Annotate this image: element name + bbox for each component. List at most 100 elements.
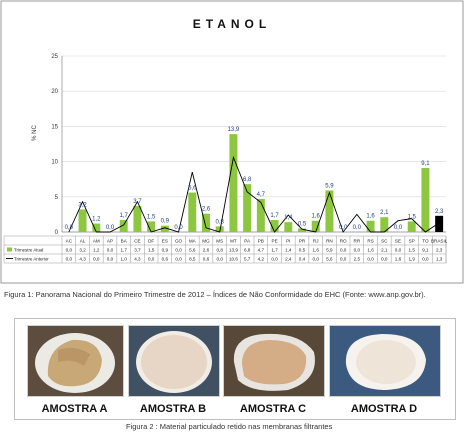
category-label: PI xyxy=(286,239,290,244)
table-cell-previous: 2,4 xyxy=(285,257,292,262)
category-label: MA xyxy=(189,239,197,244)
table-cell-current: 5,6 xyxy=(189,248,196,253)
category-label: PR xyxy=(299,239,306,244)
bar-am xyxy=(92,223,101,232)
category-label: RR xyxy=(354,239,361,244)
data-label: 6,8 xyxy=(243,177,252,183)
table-cell-current: 1,5 xyxy=(409,248,416,253)
category-label: RN xyxy=(326,239,333,244)
y-tick-label: 25 xyxy=(51,54,58,60)
bar-pi xyxy=(284,222,293,232)
data-label: 0,8 xyxy=(216,219,225,225)
category-label: PE xyxy=(272,239,278,244)
table-cell-current: 9,1 xyxy=(422,248,429,253)
y-tick-label: 10 xyxy=(51,160,58,166)
sample-b-photo xyxy=(128,325,220,397)
photo-panel: AMOSTRA A AMOSTRA B AMOSTRA C AMOSTRA D xyxy=(14,318,456,420)
table-cell-previous: 1,6 xyxy=(395,257,402,262)
data-label: 4,7 xyxy=(257,192,266,198)
data-label: 0,9 xyxy=(161,219,170,225)
table-cell-current: 2,6 xyxy=(203,248,210,253)
category-label: BRASIL xyxy=(431,239,448,244)
table-cell-previous: 0,0 xyxy=(175,257,182,262)
bar-pe xyxy=(270,220,279,232)
table-cell-current: 0,0 xyxy=(354,248,361,253)
table-cell-current: 0,0 xyxy=(395,248,402,253)
category-label: BA xyxy=(121,239,128,244)
category-label: MT xyxy=(230,239,237,244)
sample-c-photo xyxy=(223,325,325,397)
category-label: ES xyxy=(162,239,168,244)
table-cell-previous: 0,0 xyxy=(148,257,155,262)
table-cell-current: 2,1 xyxy=(381,248,388,253)
table-cell-previous: 2,5 xyxy=(354,257,361,262)
sample-d-photo xyxy=(329,325,441,397)
figure-2-caption: Figura 2 : Material particulado retido n… xyxy=(126,422,333,431)
table-cell-current: 6,8 xyxy=(244,248,251,253)
data-label: 1,7 xyxy=(270,213,279,219)
table-cell-current: 1,6 xyxy=(367,248,374,253)
bar-rj xyxy=(311,220,320,232)
bar-mg xyxy=(202,213,210,232)
data-label: 0,0 xyxy=(174,225,183,231)
table-cell-current: 0,8 xyxy=(217,248,224,253)
table-cell-previous: 0,0 xyxy=(367,257,374,262)
bar-sc xyxy=(380,217,389,232)
table-cell-current: 1,7 xyxy=(121,248,128,253)
data-label: 3,7 xyxy=(133,199,142,205)
data-label: 5,6 xyxy=(188,186,197,192)
table-cell-current: 1,5 xyxy=(148,248,155,253)
table-cell-previous: 5,7 xyxy=(244,257,251,262)
data-label: 0,5 xyxy=(298,221,307,227)
data-label: 2,6 xyxy=(202,207,211,213)
sample-a-photo xyxy=(27,325,124,397)
bar-pb xyxy=(256,198,265,232)
data-label: 1,4 xyxy=(284,215,293,221)
category-label: AM xyxy=(93,239,100,244)
table-cell-current: 4,7 xyxy=(258,248,265,253)
data-label: 0,0 xyxy=(106,225,115,231)
bar-al xyxy=(78,209,87,232)
sample-a-label: AMOSTRA A xyxy=(41,403,108,415)
category-label: RS xyxy=(367,239,373,244)
table-cell-previous: 0,0 xyxy=(93,257,100,262)
table-cell-current: 1,4 xyxy=(285,248,292,253)
table-cell-previous: 1,9 xyxy=(409,257,416,262)
category-label: PB xyxy=(258,239,264,244)
category-label: SC xyxy=(381,239,388,244)
table-cell-current: 1,7 xyxy=(271,248,278,253)
table-cell-current: 3,7 xyxy=(134,248,141,253)
data-label: 0,0 xyxy=(65,225,74,231)
table-cell-previous: 4,2 xyxy=(258,257,265,262)
legend-label-current: Trimestre Atual xyxy=(14,248,43,253)
table-cell-previous: 8,5 xyxy=(189,257,196,262)
table-cell-current: 13,9 xyxy=(229,248,238,253)
table-cell-previous: 0,0 xyxy=(313,257,320,262)
table-cell-previous: 1,0 xyxy=(121,257,128,262)
category-label: TO xyxy=(422,239,429,244)
bar-sp xyxy=(407,221,416,232)
table-cell-current: 1,2 xyxy=(93,248,100,253)
table-cell-current: 0,0 xyxy=(340,248,347,253)
table-cell-previous: 0,6 xyxy=(203,257,210,262)
bar-pa xyxy=(243,184,252,232)
category-label: RJ xyxy=(313,239,319,244)
category-label: CE xyxy=(134,239,140,244)
table-cell-current: 0,0 xyxy=(66,248,73,253)
bar-brasil xyxy=(435,215,444,232)
previous-quarter-line xyxy=(68,155,440,233)
table-cell-current: 3,2 xyxy=(79,248,86,253)
data-label: 0,0 xyxy=(394,225,403,231)
chart-title: ETANOL xyxy=(193,17,271,31)
legend-label-previous: Trimestre Anterior xyxy=(14,257,49,262)
data-label: 5,9 xyxy=(325,183,334,189)
table-cell-previous: 0,0 xyxy=(271,257,278,262)
data-label: 2,1 xyxy=(380,210,389,216)
table-cell-previous: 0,0 xyxy=(217,257,224,262)
table-cell-previous: 4,3 xyxy=(79,257,86,262)
category-label: MS xyxy=(216,239,223,244)
data-label: 1,2 xyxy=(92,217,101,223)
table-cell-current: 5,9 xyxy=(326,248,333,253)
category-label: RO xyxy=(340,239,347,244)
data-label: 13,9 xyxy=(228,127,240,133)
